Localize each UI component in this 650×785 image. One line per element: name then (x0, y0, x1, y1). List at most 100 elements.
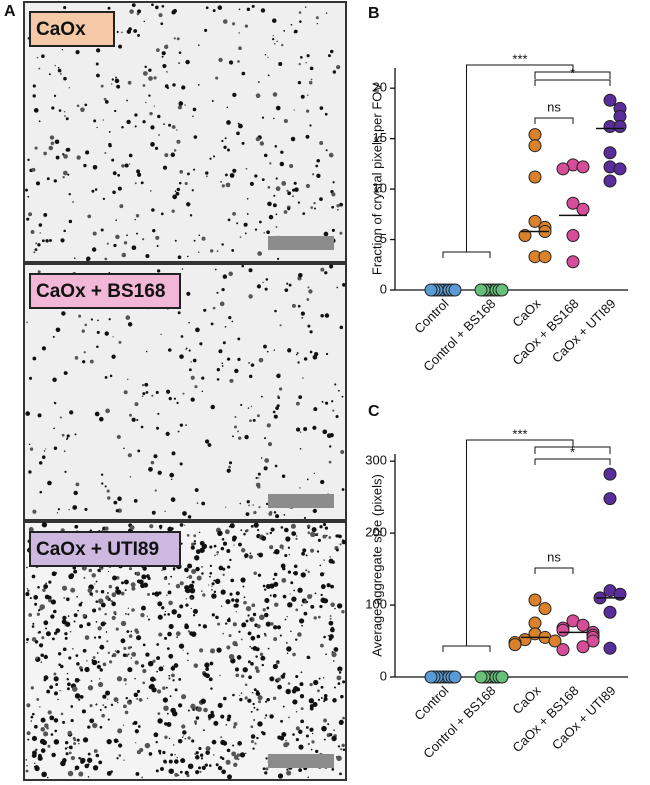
crystal (250, 525, 254, 528)
crystal (209, 571, 213, 575)
crystal (250, 363, 255, 367)
crystal (100, 473, 104, 476)
significance-bracket (466, 64, 574, 252)
crystal (66, 147, 71, 152)
crystal (82, 648, 87, 653)
crystal (179, 604, 184, 609)
crystal (30, 686, 35, 690)
crystal (45, 239, 49, 243)
crystal (194, 385, 198, 389)
crystal (26, 703, 31, 708)
crystal (280, 674, 286, 679)
crystal (114, 109, 117, 113)
crystal (325, 12, 328, 14)
crystal (306, 298, 310, 301)
crystal (211, 585, 213, 587)
crystal (266, 423, 271, 428)
crystal (308, 80, 313, 85)
crystal (157, 470, 162, 475)
crystal (191, 580, 195, 584)
crystal (341, 539, 344, 542)
crystal (307, 286, 310, 289)
crystal (316, 173, 321, 179)
crystal (210, 648, 216, 654)
crystal (269, 594, 272, 597)
y-tick-label: 15 (373, 130, 387, 145)
crystal (266, 350, 269, 353)
crystal (125, 613, 127, 615)
crystal (305, 134, 310, 139)
data-point (448, 670, 462, 684)
crystal (43, 678, 47, 682)
crystal (328, 152, 334, 158)
crystal (104, 151, 107, 154)
crystal (195, 770, 200, 775)
crystal (159, 752, 162, 755)
crystal (205, 667, 209, 672)
crystal (254, 666, 259, 671)
crystal (26, 637, 29, 641)
crystal (158, 632, 163, 637)
crystal (321, 725, 327, 732)
crystal (322, 534, 327, 539)
crystal (70, 587, 76, 593)
crystal (177, 105, 183, 110)
crystal (67, 682, 71, 687)
data-point (528, 139, 542, 153)
crystal (168, 623, 174, 630)
crystal (309, 330, 313, 334)
crystal (115, 586, 119, 591)
crystal (100, 228, 104, 232)
crystal (273, 511, 277, 514)
crystal (333, 660, 335, 662)
crystal (328, 536, 332, 539)
crystal (257, 472, 261, 476)
crystal (220, 546, 225, 551)
crystal (32, 509, 37, 514)
crystal (257, 573, 262, 577)
crystal (154, 489, 157, 492)
crystal (130, 582, 136, 588)
crystal (188, 321, 190, 324)
crystal (184, 589, 187, 592)
crystal (168, 674, 171, 677)
crystal (86, 660, 88, 662)
crystal (245, 605, 252, 612)
y-tick-label: 300 (365, 453, 387, 468)
crystal (195, 549, 201, 554)
crystal (34, 146, 38, 150)
crystal (265, 502, 269, 506)
crystal (107, 698, 109, 700)
crystal (276, 257, 280, 260)
crystal (285, 739, 288, 742)
significance-bracket (534, 71, 611, 79)
crystal (330, 49, 334, 54)
crystal (142, 84, 146, 87)
crystal (41, 636, 45, 640)
crystal (331, 768, 335, 771)
crystal (131, 651, 137, 657)
crystal (185, 349, 187, 351)
crystal (272, 696, 277, 701)
crystal (178, 678, 182, 681)
crystal (174, 190, 177, 193)
crystal (273, 637, 278, 642)
crystal (269, 583, 275, 589)
crystal (236, 131, 240, 136)
crystal (95, 600, 99, 603)
crystal (247, 614, 250, 617)
crystal (158, 666, 164, 672)
crystal (240, 638, 243, 641)
crystal (303, 516, 307, 520)
crystal (190, 375, 195, 380)
crystal (169, 472, 175, 478)
crystal (86, 256, 91, 261)
crystal (182, 730, 187, 735)
crystal (333, 647, 339, 652)
crystal (164, 153, 169, 158)
crystal (149, 524, 154, 529)
crystal (239, 694, 241, 697)
crystal (182, 649, 184, 651)
crystal (271, 18, 277, 23)
crystal (259, 220, 262, 224)
